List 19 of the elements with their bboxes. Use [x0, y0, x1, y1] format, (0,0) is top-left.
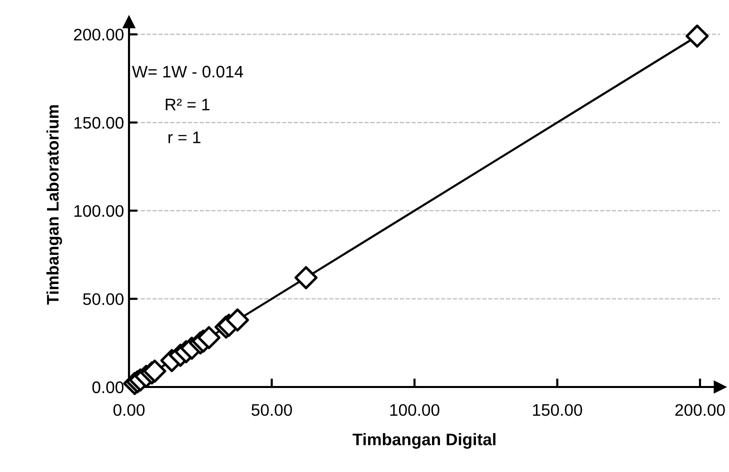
annotation: r = 1	[168, 132, 200, 144]
point	[197, 326, 220, 350]
y-tick-label: 0.00	[92, 381, 124, 394]
annotation: R² = 1	[166, 98, 210, 110]
y-tick-label: 100.00	[74, 205, 124, 217]
x-tick-label: 200.00	[675, 404, 725, 416]
y-axis-title: Timbangan Laboratorium	[46, 105, 62, 305]
x-tick-label: 0.00	[113, 404, 145, 416]
point	[226, 308, 250, 332]
x-tick-label: 100.00	[390, 404, 440, 416]
x-axis-title: Timbangan Digital	[352, 433, 496, 449]
x-tick-label: 50.00	[252, 404, 292, 416]
point	[686, 24, 709, 48]
x-tick-label: 150.00	[533, 404, 582, 416]
y-tick-label: 50.00	[83, 293, 124, 306]
y-tick-label: 200.00	[74, 28, 124, 41]
y-tick-label: 150.00	[74, 116, 124, 129]
point	[294, 266, 318, 290]
annotation: W= 1W - 0.014	[132, 66, 244, 78]
